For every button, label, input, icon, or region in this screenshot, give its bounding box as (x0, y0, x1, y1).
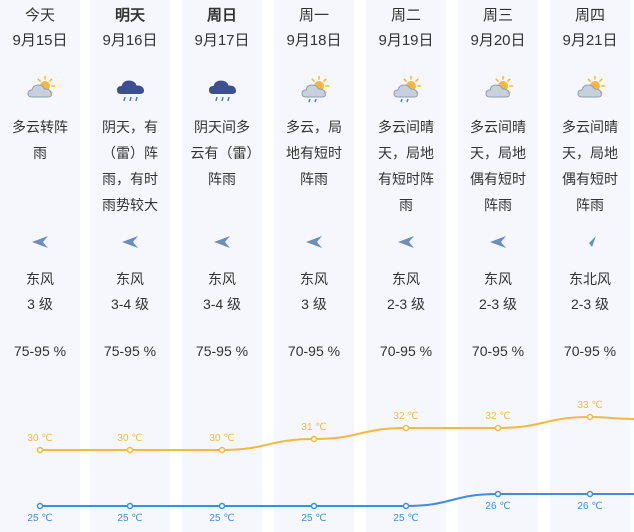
weather-description: 多云转阵雨 (12, 119, 68, 161)
high-temp-point (36, 446, 44, 454)
day-label: 今天 (24, 7, 55, 24)
day-label: 周二 (390, 7, 421, 24)
low-temp-label: 25 ℃ (393, 513, 418, 524)
date-label: 9月18日 (286, 32, 342, 49)
low-temp-label: 26 ℃ (485, 501, 510, 512)
low-temp-label: 25 ℃ (209, 513, 234, 524)
low-temp-label: 25 ℃ (301, 513, 326, 524)
wind-direction: 东风 (392, 271, 420, 287)
wind-direction: 东风 (26, 271, 54, 287)
low-temp-point (126, 502, 134, 510)
sun-cloud-rain-icon (299, 74, 331, 106)
humidity: 75-95 % (13, 343, 67, 359)
humidity: 75-95 % (195, 343, 249, 359)
high-temp-label: 30 ℃ (27, 433, 52, 444)
date-label: 9月16日 (102, 32, 158, 49)
high-temp-point (310, 435, 318, 443)
forecast-day-column: 明天 9月16日 阴天，有（雷）阵雨，有时雨势较大 东风 3-4 级 75-95… (90, 0, 170, 532)
wind-level: 2-3 级 (570, 296, 610, 312)
high-temp-label: 33 ℃ (577, 400, 602, 411)
high-temp-label: 30 ℃ (209, 433, 234, 444)
day-label: 明天 (114, 7, 145, 24)
low-temp-label: 25 ℃ (117, 513, 142, 524)
humidity: 70-95 % (471, 343, 525, 359)
sun-cloud-icon (483, 74, 515, 106)
high-temp-point (402, 424, 410, 432)
low-temp-line (39, 493, 634, 507)
weather-description: 阴天间多云有（雷）阵雨 (190, 119, 254, 187)
low-temp-label: 26 ℃ (577, 501, 602, 512)
humidity: 70-95 % (563, 343, 617, 359)
high-temp-point (126, 446, 134, 454)
wind-level: 3 级 (301, 296, 327, 312)
low-temp-point (402, 502, 410, 510)
date-label: 9月17日 (194, 32, 250, 49)
high-temp-label: 32 ℃ (485, 411, 510, 422)
wind-level: 2-3 级 (386, 296, 426, 312)
wind-direction: 东风 (116, 271, 144, 287)
day-label: 周三 (482, 7, 513, 24)
weather-description: 多云，局地有短时阵雨 (286, 119, 342, 187)
forecast-day-column: 周三 9月20日 多云间晴天，局地偶有短时阵雨 东风 2-3 级 70-95 % (458, 0, 538, 532)
low-temp-point (218, 502, 226, 510)
forecast-day-column: 周日 9月17日 阴天间多云有（雷）阵雨 东风 3-4 级 75-95 % (182, 0, 262, 532)
wind-level: 3-4 级 (110, 296, 150, 312)
wind-east-arrow-icon (488, 234, 508, 250)
high-temp-label: 31 ℃ (301, 422, 326, 433)
sun-cloud-rain-icon (391, 74, 423, 106)
wind-level: 3 级 (27, 296, 53, 312)
low-temp-point (310, 502, 318, 510)
wind-direction: 东风 (208, 271, 236, 287)
wind-east-arrow-icon (396, 234, 416, 250)
humidity: 70-95 % (287, 343, 341, 359)
forecast-day-column: 周一 9月18日 多云，局地有短时阵雨 东风 3 级 70-95 % (274, 0, 354, 532)
thunder-rain-icon (207, 74, 239, 106)
day-label: 周四 (574, 7, 605, 24)
wind-level: 2-3 级 (478, 296, 518, 312)
wind-direction: 东风 (484, 271, 512, 287)
wind-east-arrow-icon (30, 234, 50, 250)
wind-east-arrow-icon (304, 234, 324, 250)
wind-east-arrow-icon (212, 234, 232, 250)
date-label: 9月15日 (12, 32, 68, 49)
high-temp-line (40, 415, 634, 451)
low-temp-label: 25 ℃ (27, 513, 52, 524)
temperature-chart: 30 ℃ 30 ℃ 30 ℃ 31 ℃ 32 ℃ 32 ℃ 33 ℃ 25 ℃ 25 ℃ 25 ℃… (27, 400, 634, 524)
weather-description: 阴天，有（雷）阵雨，有时雨势较大 (102, 119, 158, 213)
high-temp-label: 32 ℃ (393, 411, 418, 422)
high-temp-point (586, 413, 594, 421)
cloudy-sun-icon (25, 74, 57, 106)
day-label: 周一 (298, 7, 329, 24)
forecast-day-column: 今天 9月15日 多云转阵雨 东风 3 级 75-95 % (0, 0, 80, 532)
date-label: 9月21日 (562, 32, 618, 49)
weather-description: 多云间晴天，局地偶有短时阵雨 (470, 119, 526, 213)
high-temp-label: 30 ℃ (117, 433, 142, 444)
weather-description: 多云间晴天，局地有短时阵雨 (378, 119, 434, 213)
wind-direction: 东北风 (569, 271, 611, 287)
high-temp-point (218, 446, 226, 454)
wind-direction: 东风 (300, 271, 328, 287)
forecast-day-column: 周四 9月21日 多云间晴天，局地偶有短时阵雨 东北风 2-3 级 70-95 … (550, 0, 630, 532)
wind-level: 3-4 级 (202, 296, 242, 312)
low-temp-point (494, 490, 502, 498)
low-temp-point (586, 490, 594, 498)
wind-east-arrow-icon (120, 234, 140, 250)
thunder-rain-icon (115, 74, 147, 106)
wind-northeast-arrow-icon (580, 234, 600, 250)
sun-cloud-icon (575, 74, 607, 106)
date-label: 9月19日 (378, 32, 434, 49)
low-temp-point (36, 502, 44, 510)
weather-description: 多云间晴天，局地偶有短时阵雨 (562, 119, 618, 213)
day-label: 周日 (206, 7, 237, 24)
forecast-day-column: 周二 9月19日 多云间晴天，局地有短时阵雨 东风 2-3 级 70-95 % (366, 0, 446, 532)
humidity: 75-95 % (103, 343, 157, 359)
date-label: 9月20日 (470, 32, 526, 49)
humidity: 70-95 % (379, 343, 433, 359)
high-temp-point (494, 424, 502, 432)
